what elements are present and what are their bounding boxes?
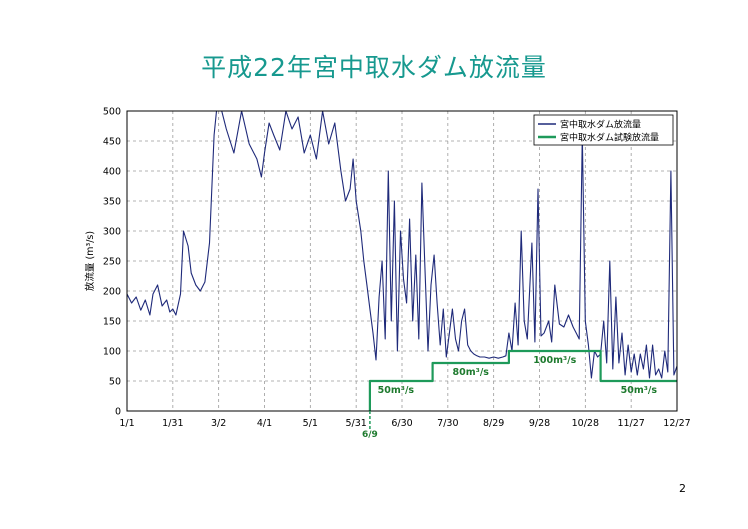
legend-label-test-release: 宮中取水ダム試験放流量	[560, 132, 659, 144]
test-start-date-label: 6/9	[362, 430, 378, 440]
x-tick-label: 8/29	[483, 418, 504, 429]
page-number: 2	[679, 482, 686, 495]
label-layer: 0 50 100 150 200 250 300 350 400 450 500 1/1 1/31 3/2…	[84, 107, 691, 441]
y-tick-label: 100	[103, 347, 121, 358]
y-tick-label: 0	[115, 407, 121, 418]
y-tick-label: 500	[103, 107, 121, 118]
slide-title: 平成22年宮中取水ダム放流量	[201, 53, 547, 82]
series-layer	[127, 111, 677, 411]
x-tick-label: 10/28	[572, 418, 599, 429]
y-tick-label: 350	[103, 197, 121, 208]
legend-box	[533, 114, 674, 146]
x-tick-label: 12/27	[663, 418, 690, 429]
release-level-label: 50m³/s	[621, 385, 658, 396]
x-tick-label: 3/2	[211, 418, 226, 429]
plot-frame	[126, 110, 678, 412]
y-tick-label: 400	[103, 167, 121, 178]
x-tick-label: 7/30	[437, 418, 458, 429]
y-tick-label: 150	[103, 317, 121, 328]
y-tick-label: 200	[103, 287, 121, 298]
axis-layer	[126, 110, 678, 431]
y-tick-label: 300	[103, 227, 121, 238]
release-level-label: 50m³/s	[378, 385, 415, 396]
x-tick-label: 1/1	[119, 418, 134, 429]
legend-label-discharge: 宮中取水ダム放流量	[560, 119, 641, 131]
discharge-series-line	[127, 111, 677, 379]
y-tick-label: 50	[109, 377, 121, 388]
release-level-label: 80m³/s	[453, 367, 490, 378]
x-tick-label: 4/1	[257, 418, 272, 429]
x-tick-label: 5/31	[345, 418, 366, 429]
x-tick-label: 11/27	[617, 418, 644, 429]
release-level-label: 100m³/s	[533, 355, 576, 366]
test-release-series-line	[368, 349, 677, 411]
x-tick-label: 5/1	[303, 418, 318, 429]
y-tick-label: 450	[103, 137, 121, 148]
x-tick-label: 9/28	[529, 418, 550, 429]
y-axis-label: 放流量 (m³/s)	[84, 231, 96, 291]
x-tick-label: 1/31	[162, 418, 183, 429]
x-tick-label: 6/30	[391, 418, 412, 429]
y-tick-label: 250	[103, 257, 121, 268]
